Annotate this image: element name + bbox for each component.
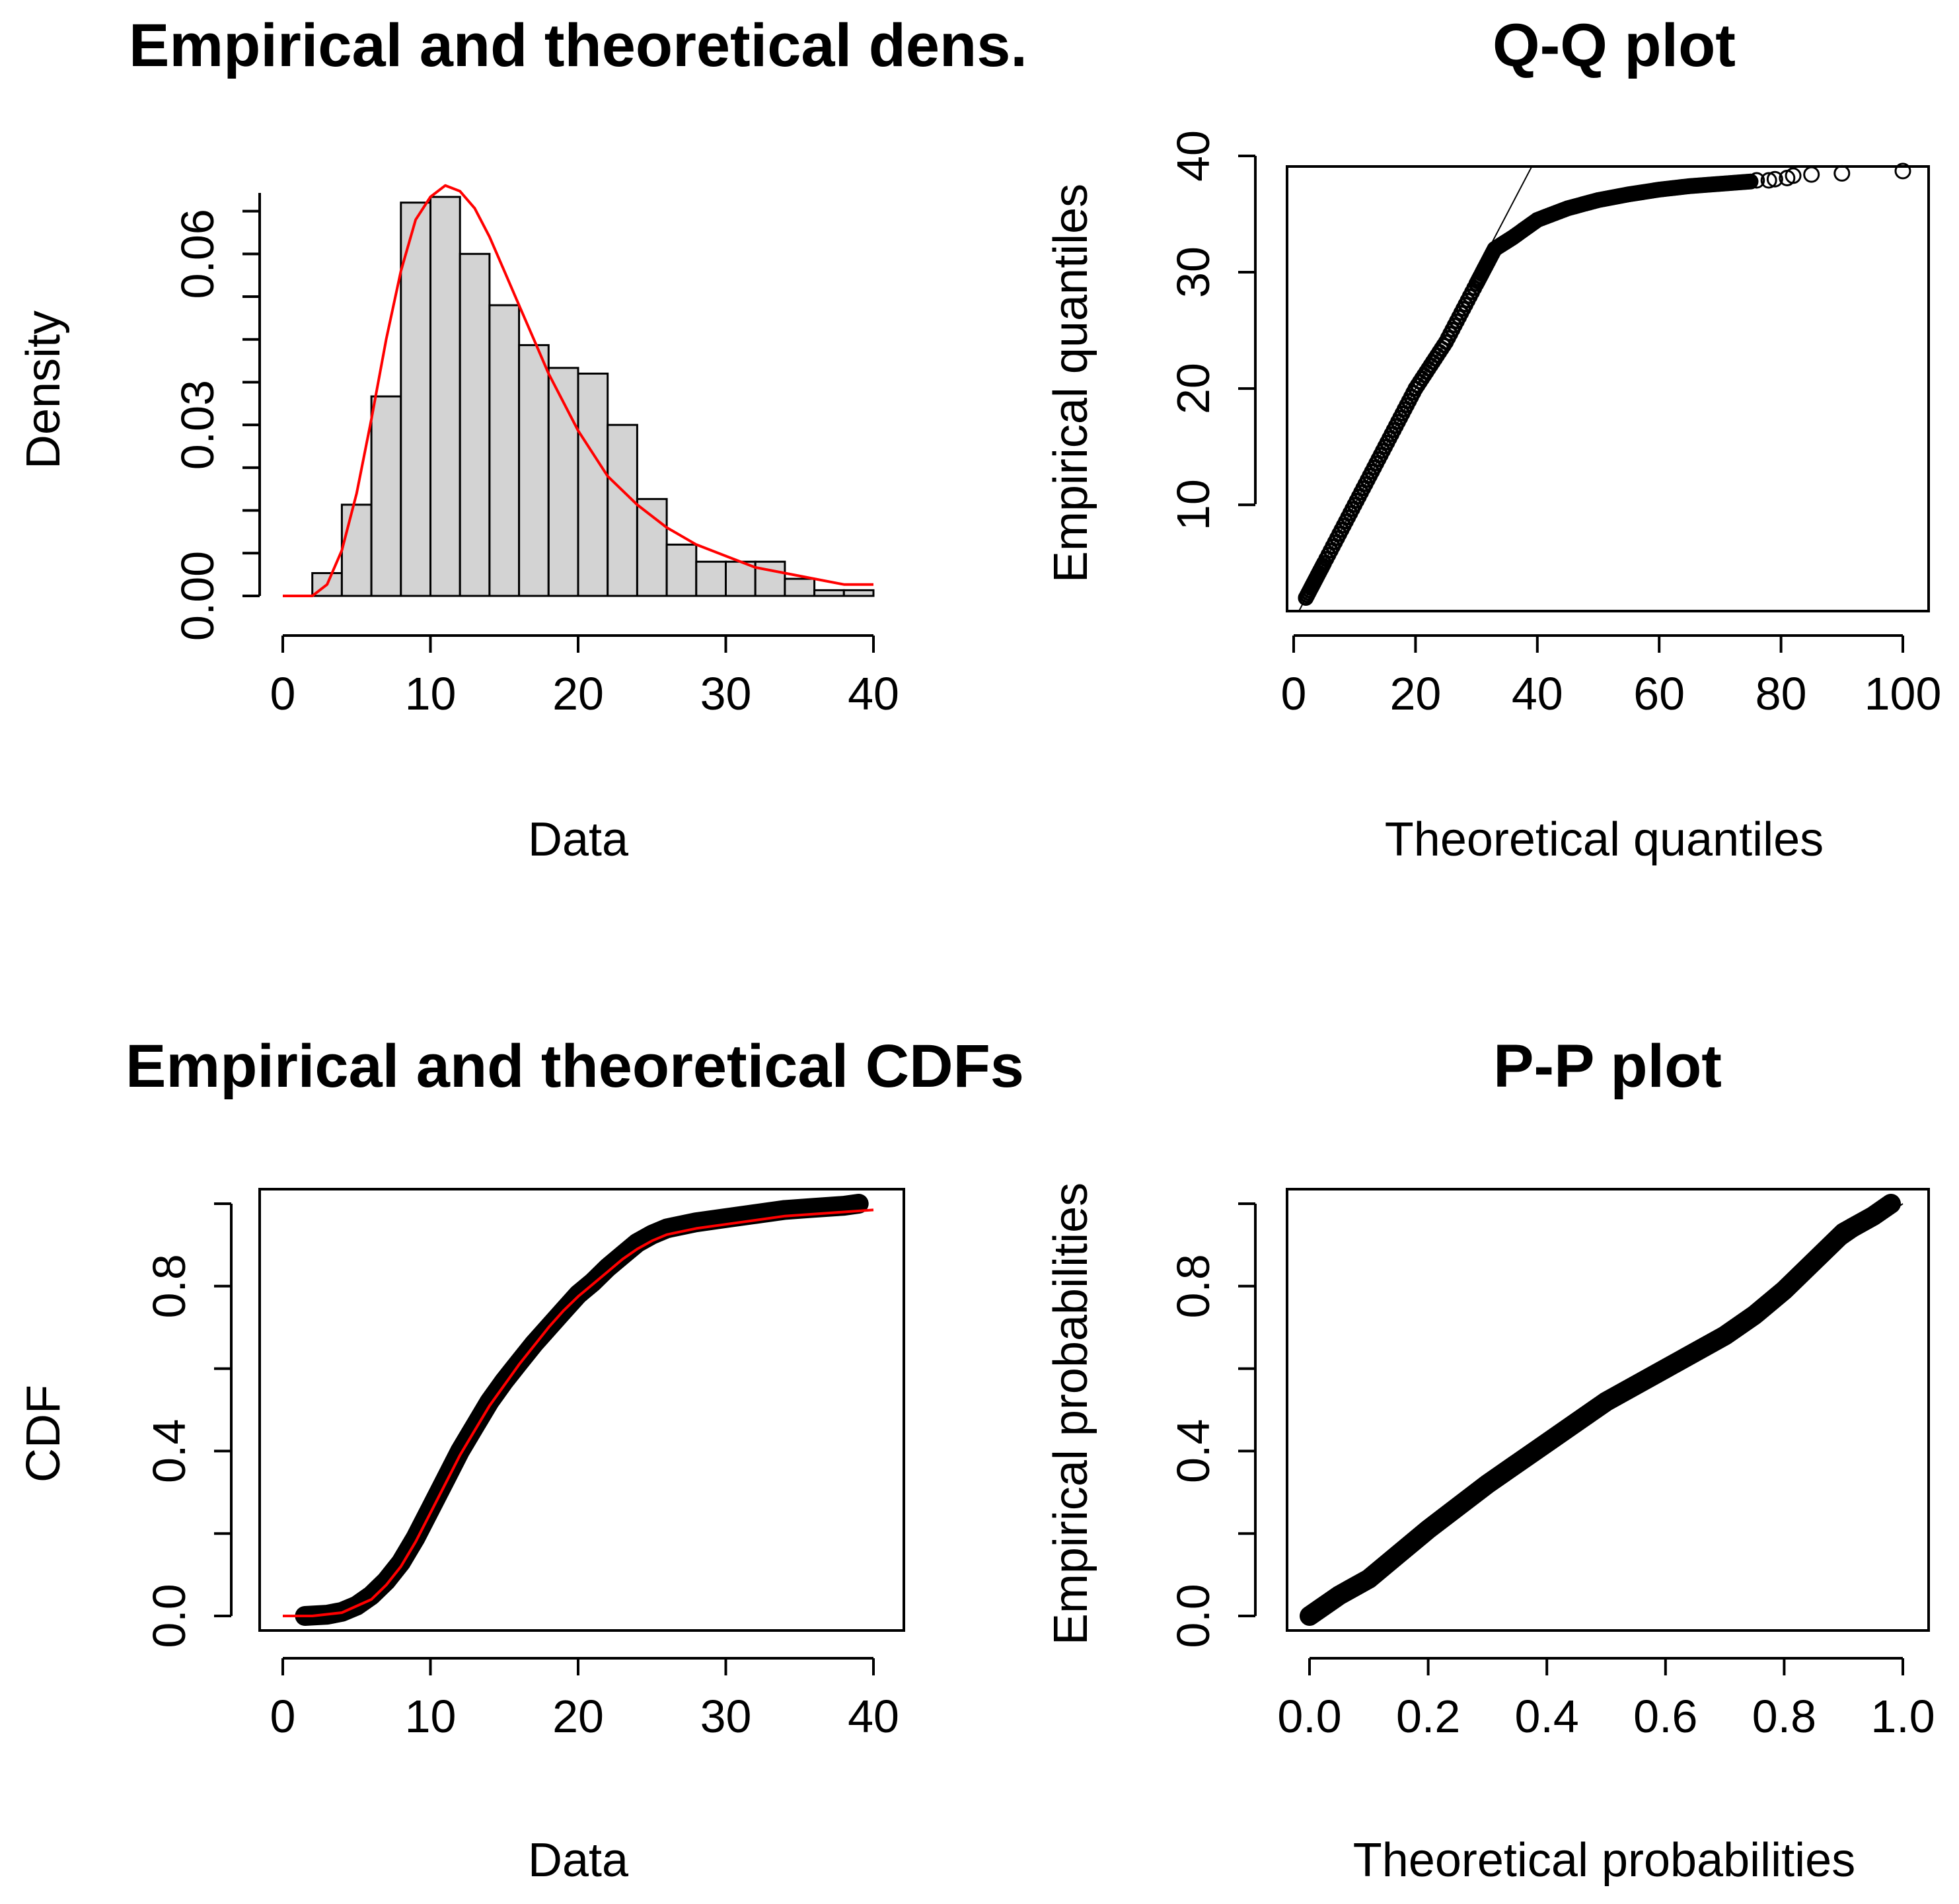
qq-point xyxy=(1785,167,1802,184)
density-y-tick-label: 0.03 xyxy=(172,380,223,470)
qq-point xyxy=(1748,172,1765,189)
qq-point xyxy=(1760,172,1777,189)
density-theoretical-curve xyxy=(283,184,873,597)
pp-x-tick-label: 1.0 xyxy=(1870,1691,1935,1742)
density-bar xyxy=(459,252,491,597)
qq-y-tick-label: 30 xyxy=(1167,246,1219,298)
cdf-y-tick-label: 0.4 xyxy=(143,1419,195,1483)
density-x-label: Data xyxy=(528,813,629,866)
pp-panel: P-P plot Theoretical probabilities Empir… xyxy=(1045,1033,1935,1887)
cdf-x-tick-label: 40 xyxy=(848,1691,899,1742)
density-x-tick-label: 30 xyxy=(700,668,752,719)
qq-title: Q-Q plot xyxy=(1493,12,1736,79)
density-x-tick-label: 20 xyxy=(552,668,604,719)
cdf-panel: Empirical and theoretical CDFs Data CDF … xyxy=(17,1033,1024,1887)
cdf-plot-border xyxy=(258,1188,905,1632)
qq-x-label: Theoretical quantiles xyxy=(1385,813,1824,866)
density-bar xyxy=(370,395,402,597)
density-y-tick-label: 0.06 xyxy=(172,209,223,299)
density-bar xyxy=(400,201,431,597)
density-panel: Empirical and theoretical dens. Data Den… xyxy=(17,12,1027,866)
pp-title: P-P plot xyxy=(1493,1033,1722,1100)
pp-y-tick-label: 0.8 xyxy=(1167,1254,1219,1318)
density-bar xyxy=(636,497,668,597)
density-y-tick-label: 0.00 xyxy=(172,551,223,641)
cdf-theoretical-curve xyxy=(283,1208,874,1617)
qq-plot-border xyxy=(1286,165,1930,612)
cdf-x-tick-label: 0 xyxy=(270,1691,296,1742)
cdf-y-label: CDF xyxy=(17,1385,70,1483)
qq-point xyxy=(1833,165,1851,182)
qq-x-tick-label: 40 xyxy=(1512,668,1563,719)
pp-x-tick-label: 0.8 xyxy=(1752,1691,1816,1742)
pp-x-label: Theoretical probabilities xyxy=(1353,1834,1855,1887)
pp-y-label: Empirical probabilities xyxy=(1045,1183,1097,1645)
pp-point-band xyxy=(1300,1194,1901,1626)
qq-x-tick-label: 20 xyxy=(1389,668,1441,719)
pp-x-tick-label: 0.4 xyxy=(1515,1691,1579,1742)
pp-x-tick-label: 0.6 xyxy=(1633,1691,1697,1742)
pp-plot-border xyxy=(1286,1188,1930,1632)
density-bar xyxy=(695,560,727,597)
cdf-plot-area: 0 10 20 30 40 0.0 0.4 0.8 xyxy=(143,1188,905,1742)
qq-y-label: Empirical quantiles xyxy=(1045,184,1097,583)
cdf-x-label: Data xyxy=(528,1834,629,1887)
density-x-tick-label: 10 xyxy=(405,668,457,719)
pp-plot-area: 0.0 0.2 0.4 0.6 0.8 1.0 0.0 0.4 0.8 xyxy=(1167,1188,1935,1742)
density-x-tick-label: 40 xyxy=(848,668,899,719)
density-bar xyxy=(488,304,521,597)
qq-y-tick-label: 40 xyxy=(1167,130,1219,182)
qq-x-tick-label: 60 xyxy=(1633,668,1685,719)
density-bar xyxy=(754,560,786,597)
qq-plot-area: 0 20 40 60 80 100 10 20 30 40 xyxy=(1167,130,1941,719)
density-bar xyxy=(813,589,845,597)
density-plot-area: 0 10 20 30 40 0.00 0.03 0.06 xyxy=(172,184,899,719)
density-bar xyxy=(784,577,816,597)
cdf-x-tick-label: 10 xyxy=(405,1691,457,1742)
density-bar xyxy=(340,503,373,597)
cdf-y-tick-label: 0.0 xyxy=(143,1584,195,1648)
cdf-x-tick-label: 20 xyxy=(552,1691,604,1742)
qq-x-tick-label: 0 xyxy=(1281,668,1307,719)
cdf-y-tick-label: 0.8 xyxy=(143,1254,195,1318)
density-bar xyxy=(842,589,875,597)
cdf-x-tick-label: 30 xyxy=(700,1691,752,1742)
qq-point xyxy=(1766,170,1783,188)
density-title: Empirical and theoretical dens. xyxy=(129,12,1027,79)
qq-point xyxy=(1894,163,1911,180)
qq-y-tick-label: 10 xyxy=(1167,479,1219,531)
pp-y-tick-label: 0.0 xyxy=(1167,1584,1219,1648)
qq-panel: Q-Q plot Theoretical quantiles Empirical… xyxy=(1045,12,1941,866)
pp-x-tick-label: 0.2 xyxy=(1396,1691,1460,1742)
cdf-title: Empirical and theoretical CDFs xyxy=(126,1033,1024,1100)
density-bar xyxy=(518,344,550,597)
qq-x-tick-label: 80 xyxy=(1756,668,1807,719)
density-x-tick-label: 0 xyxy=(270,668,296,719)
qq-y-tick-label: 20 xyxy=(1167,363,1219,414)
density-bar xyxy=(665,543,698,597)
qq-x-tick-label: 100 xyxy=(1865,668,1942,719)
density-y-label: Density xyxy=(17,311,70,469)
qq-point xyxy=(1803,166,1820,183)
density-bar xyxy=(577,373,609,597)
density-bar xyxy=(429,196,461,597)
pp-y-tick-label: 0.4 xyxy=(1167,1419,1219,1483)
pp-x-tick-label: 0.0 xyxy=(1277,1691,1341,1742)
density-bar xyxy=(607,423,638,597)
